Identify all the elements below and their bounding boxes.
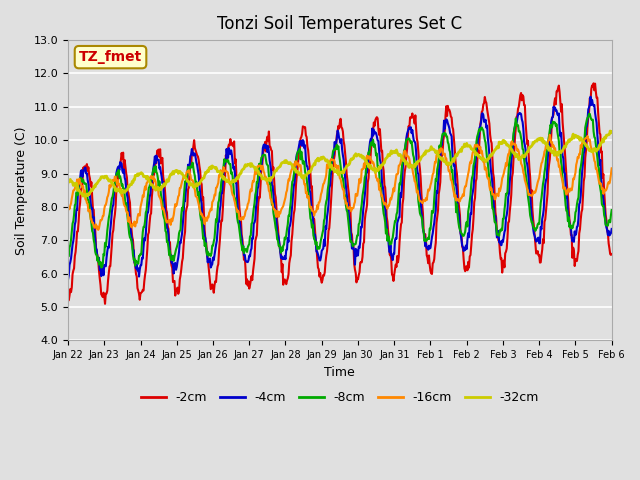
-4cm — [184, 172, 191, 178]
-8cm — [586, 111, 594, 117]
-2cm — [184, 187, 192, 192]
-4cm — [438, 142, 445, 148]
-8cm — [207, 250, 215, 256]
-16cm — [438, 147, 446, 153]
-16cm — [546, 132, 554, 138]
-32cm — [559, 147, 566, 153]
-32cm — [332, 168, 340, 174]
-32cm — [438, 155, 446, 161]
-16cm — [207, 207, 215, 213]
Line: -32cm: -32cm — [68, 131, 612, 196]
Line: -8cm: -8cm — [68, 114, 612, 267]
Y-axis label: Soil Temperature (C): Soil Temperature (C) — [15, 126, 28, 254]
-4cm — [332, 140, 339, 146]
-2cm — [438, 150, 446, 156]
-8cm — [97, 264, 105, 270]
-2cm — [101, 301, 109, 307]
-2cm — [332, 142, 340, 148]
Line: -2cm: -2cm — [68, 84, 612, 304]
Line: -16cm: -16cm — [68, 135, 612, 230]
-16cm — [94, 227, 102, 233]
-32cm — [64, 180, 72, 186]
-4cm — [587, 94, 595, 99]
-4cm — [608, 226, 616, 232]
-2cm — [608, 251, 616, 257]
Line: -4cm: -4cm — [68, 96, 612, 279]
Text: TZ_fmet: TZ_fmet — [79, 50, 142, 64]
Legend: -2cm, -4cm, -8cm, -16cm, -32cm: -2cm, -4cm, -8cm, -16cm, -32cm — [136, 386, 544, 409]
-16cm — [64, 208, 72, 214]
-32cm — [81, 193, 89, 199]
-16cm — [608, 166, 616, 171]
-32cm — [606, 128, 614, 134]
-16cm — [184, 169, 192, 175]
-8cm — [385, 235, 393, 240]
-2cm — [385, 235, 393, 240]
-2cm — [559, 120, 566, 125]
-16cm — [385, 203, 393, 209]
-32cm — [184, 179, 192, 184]
-16cm — [332, 162, 340, 168]
-8cm — [608, 207, 616, 213]
X-axis label: Time: Time — [324, 366, 355, 379]
-8cm — [438, 131, 446, 137]
-8cm — [332, 146, 340, 152]
-4cm — [385, 236, 392, 242]
-32cm — [385, 152, 393, 158]
-8cm — [559, 176, 566, 182]
Title: Tonzi Soil Temperatures Set C: Tonzi Soil Temperatures Set C — [218, 15, 463, 33]
-4cm — [207, 264, 214, 270]
-4cm — [558, 143, 566, 149]
-32cm — [207, 166, 215, 171]
-8cm — [64, 253, 72, 259]
-2cm — [207, 285, 215, 291]
-2cm — [589, 81, 597, 86]
-2cm — [64, 296, 72, 301]
-8cm — [184, 164, 192, 170]
-16cm — [559, 186, 567, 192]
-32cm — [608, 129, 616, 135]
-4cm — [64, 276, 72, 282]
